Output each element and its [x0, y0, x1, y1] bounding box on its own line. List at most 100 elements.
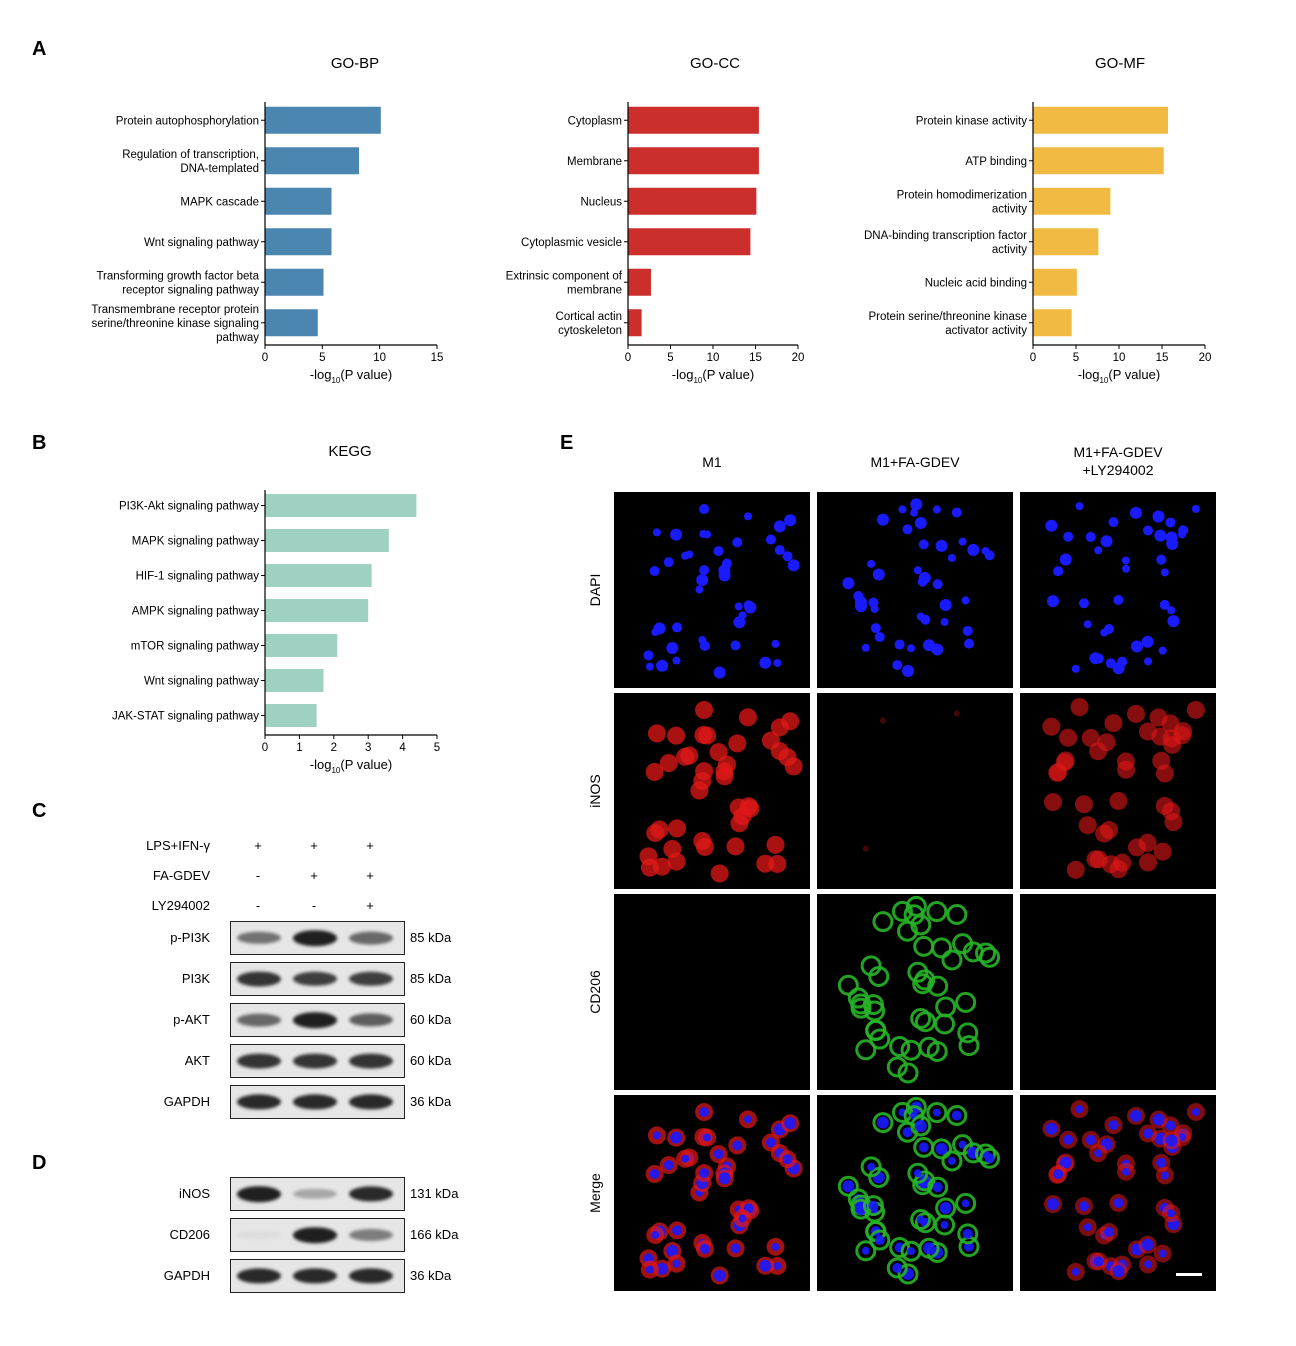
micrograph	[1020, 1095, 1216, 1291]
bar	[265, 529, 389, 552]
cell	[879, 717, 886, 724]
cell	[1081, 728, 1100, 747]
cell	[860, 1156, 882, 1178]
nucleus	[1078, 598, 1089, 609]
nucleus	[1093, 1256, 1104, 1267]
kegg-chart: KEGG PI3K-Akt signaling pathway MAPK signa…	[112, 443, 440, 775]
nucleus	[1078, 1201, 1089, 1212]
nucleus	[670, 528, 683, 541]
nucleus	[842, 1180, 855, 1193]
nucleus	[958, 537, 967, 546]
bar	[1033, 309, 1072, 337]
cell	[1078, 816, 1097, 835]
nucleus	[984, 550, 995, 561]
nucleus	[1165, 517, 1176, 528]
category-label: Extrinsic component of membrane	[506, 270, 623, 296]
go-mf-chart: GO-MF Protein kinase activity ATP binding P…	[864, 55, 1211, 385]
cell	[957, 1223, 979, 1245]
nucleus	[1104, 1227, 1115, 1238]
nucleus	[1085, 531, 1096, 542]
panel-letter-c: C	[32, 800, 47, 822]
nucleus	[1100, 535, 1113, 548]
cell	[1059, 728, 1078, 747]
nucleus	[732, 1140, 743, 1151]
cell	[886, 1056, 908, 1078]
cell	[778, 748, 797, 767]
bar	[265, 106, 381, 134]
x-tick-label: 5	[434, 742, 440, 754]
category-label: DNA-binding transcription factor activity	[864, 230, 1027, 256]
bar	[1033, 228, 1099, 256]
c-kda-label: 85 kDa	[410, 930, 452, 945]
micrograph	[817, 693, 1013, 889]
x-tick-label: 2	[331, 742, 337, 754]
nucleus	[773, 520, 786, 533]
cell	[889, 1036, 911, 1058]
d-blot	[230, 1177, 405, 1211]
band	[237, 931, 281, 945]
cell	[946, 1104, 968, 1126]
bar	[1033, 106, 1169, 134]
category-label: JAK-STAT signaling pathway	[112, 711, 259, 723]
cell	[1074, 795, 1093, 814]
nucleus	[913, 1169, 922, 1178]
cell	[1162, 729, 1181, 748]
nucleus	[940, 1220, 949, 1229]
nucleus	[910, 498, 923, 511]
nucleus	[1191, 1107, 1200, 1116]
cell	[855, 1240, 877, 1262]
band	[237, 1268, 281, 1284]
nucleus	[902, 524, 913, 535]
nucleus	[842, 577, 855, 590]
micrograph	[1020, 492, 1216, 688]
bar	[1033, 268, 1077, 296]
nucleus	[907, 644, 916, 653]
cell	[733, 807, 752, 826]
x-axis-label: -log10(P value)	[1078, 367, 1160, 385]
band	[237, 1013, 281, 1027]
micrograph	[817, 894, 1013, 1090]
cell	[869, 1229, 891, 1251]
x-tick-label: 5	[667, 352, 673, 364]
nucleus	[645, 662, 654, 671]
band	[349, 931, 393, 945]
nucleus	[1108, 1120, 1119, 1131]
panel-letter-a: A	[32, 38, 47, 60]
cell	[926, 1102, 948, 1124]
cell	[862, 845, 869, 852]
nucleus	[784, 1117, 797, 1130]
band	[349, 1268, 393, 1284]
micrograph	[614, 693, 810, 889]
nucleus	[1130, 640, 1143, 653]
go-cc-chart: GO-CC Cytoplasm Membrane Nucleus Cytoplasmic…	[506, 55, 805, 385]
cell	[698, 726, 717, 745]
cell	[975, 1143, 997, 1165]
nucleus	[666, 641, 679, 654]
nucleus	[935, 539, 948, 552]
x-tick-label: 0	[625, 352, 631, 364]
nucleus	[1154, 529, 1167, 542]
scale-bar	[1176, 1273, 1202, 1276]
nucleus	[914, 517, 927, 530]
nucleus	[1122, 564, 1131, 573]
nucleus	[861, 1246, 870, 1255]
bar	[265, 147, 360, 175]
nucleus	[1191, 504, 1200, 513]
c-kda-label: 36 kDa	[410, 1094, 452, 1109]
cell	[979, 946, 1001, 968]
nucleus	[871, 624, 880, 633]
nucleus	[699, 504, 710, 515]
nucleus	[1075, 1105, 1084, 1114]
band	[237, 1230, 281, 1240]
nucleus	[732, 537, 743, 548]
nucleus	[718, 569, 731, 582]
nucleus	[773, 1261, 782, 1270]
c-blot-label: GAPDH	[163, 1094, 210, 1109]
nucleus	[663, 557, 674, 568]
nucleus	[1085, 1134, 1096, 1145]
band	[349, 971, 393, 987]
nucleus	[670, 1131, 683, 1144]
cell	[955, 1192, 977, 1214]
cell	[941, 949, 963, 971]
cell	[869, 1028, 891, 1050]
